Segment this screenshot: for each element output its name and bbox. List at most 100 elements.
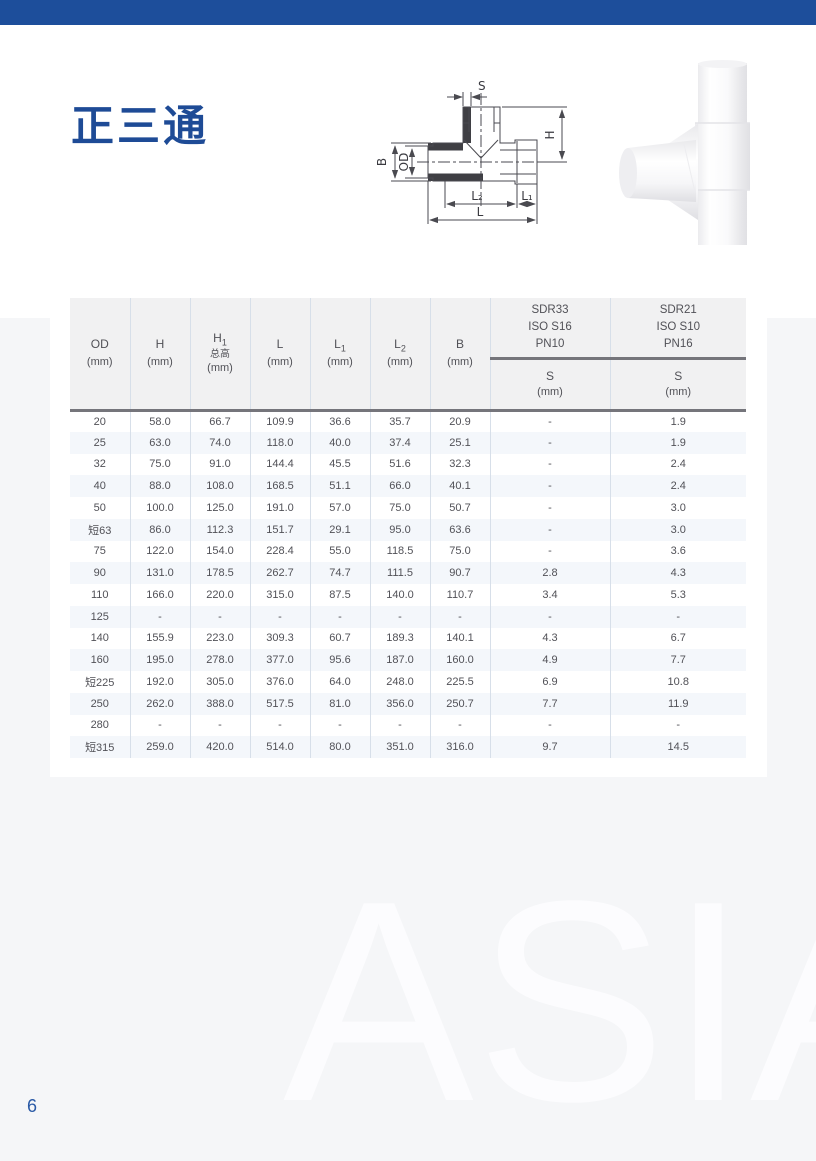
dim-label-s: S xyxy=(478,79,486,93)
table-cell: 316.0 xyxy=(429,736,490,758)
col-header-l2: L2 (mm) xyxy=(369,298,430,412)
table-cell: 160 xyxy=(90,654,109,667)
table-cell: 74.0 xyxy=(189,431,250,454)
table-cell: 517.5 xyxy=(249,692,310,715)
table-cell: 4.3 xyxy=(609,562,746,584)
table-cell: - xyxy=(429,605,490,628)
table-cell: 140.0 xyxy=(369,584,430,606)
table-cell: 118.5 xyxy=(369,540,430,563)
table-cell: 2.4 xyxy=(609,475,746,497)
table-cell: 20 xyxy=(93,415,106,428)
table-cell: 109.9 xyxy=(249,410,310,432)
table-cell: 87.5 xyxy=(309,584,370,606)
table-cell: 7.7 xyxy=(609,649,746,671)
col-header-h: H (mm) xyxy=(129,298,190,412)
table-row: 50 100.0 125.0 191.0 57.0 75.0 50.7-3.0 xyxy=(70,497,746,519)
table-cell: 278.0 xyxy=(189,649,250,671)
table-cell: 189.3 xyxy=(369,627,430,650)
col-header-l: L (mm) xyxy=(249,298,310,412)
table-cell: 95.6 xyxy=(309,649,370,671)
table-cell: 250.7 xyxy=(429,692,490,715)
table-cell: 223.0 xyxy=(189,627,250,650)
col-header-sdr33: SDR33 ISO S16 PN10 xyxy=(489,298,610,360)
table-cell: 81.0 xyxy=(309,692,370,715)
table-cell: 112.3 xyxy=(189,518,250,541)
table-cell: 37.4 xyxy=(369,431,430,454)
table-cell: 420.0 xyxy=(189,736,250,758)
table-cell: 40.0 xyxy=(309,431,370,454)
table-cell: 228.4 xyxy=(249,540,310,563)
table-cell: 305.0 xyxy=(189,671,250,693)
table-cell: 29.1 xyxy=(309,518,370,541)
table-cell: 131.0 xyxy=(129,562,190,584)
table-cell: - xyxy=(609,714,746,737)
table-cell: 6.7 xyxy=(609,627,746,650)
table-cell: 短225 xyxy=(85,676,115,689)
dim-label-l2: L₂ xyxy=(471,189,483,203)
col-header-l1: L1 (mm) xyxy=(309,298,370,412)
table-cell: 259.0 xyxy=(129,736,190,758)
table-row: 40 88.0 108.0 168.5 51.1 66.0 40.1-2.4 xyxy=(70,475,746,497)
table-row: 140 155.9 223.0 309.3 60.7 189.3 140.1 4.3 6.7 xyxy=(70,627,746,650)
table-row: 短315 259.0 420.0 514.0 80.0 351.0 316.0 9.7 14.5 xyxy=(70,736,746,758)
table-cell: 短315 xyxy=(85,742,115,755)
table-row: 110 166.0 220.0 315.0 87.5 140.0 110.7 3.4 5.3 xyxy=(70,584,746,606)
table-cell: 315.0 xyxy=(249,584,310,606)
dim-label-b: B xyxy=(375,158,389,166)
table-cell: 95.0 xyxy=(369,518,430,541)
table-cell: 140 xyxy=(90,632,109,645)
table-cell: 388.0 xyxy=(189,692,250,715)
table-cell: 短63 xyxy=(88,524,112,537)
table-cell: 514.0 xyxy=(249,736,310,758)
table-cell: 108.0 xyxy=(189,475,250,497)
table-row: 280- - - - - - - - xyxy=(70,714,746,737)
dim-label-l: L xyxy=(477,205,484,219)
table-cell: 63.0 xyxy=(129,431,190,454)
dim-label-l1: L₁ xyxy=(521,189,533,203)
table-cell: 168.5 xyxy=(249,475,310,497)
table-cell: 144.4 xyxy=(249,453,310,476)
table-cell: 118.0 xyxy=(249,431,310,454)
table-cell: 178.5 xyxy=(189,562,250,584)
table-cell: 110.7 xyxy=(429,584,490,606)
page-title: 正三通 xyxy=(71,103,209,151)
table-cell: 25.1 xyxy=(429,431,490,454)
table-cell: 75.0 xyxy=(429,540,490,563)
table-cell: 1.9 xyxy=(609,410,746,432)
dimensions-table: OD (mm) H (mm) H1 总高 (mm) L (mm) L1 xyxy=(70,298,746,758)
table-cell: - xyxy=(129,605,190,628)
table-cell: - xyxy=(129,714,190,737)
table-cell: 25 xyxy=(93,436,106,449)
table-cell: - xyxy=(309,605,370,628)
table-cell: 11.9 xyxy=(609,692,746,715)
table-cell: 187.0 xyxy=(369,649,430,671)
table-cell: 75 xyxy=(93,545,106,558)
table-cell: 125.0 xyxy=(189,497,250,519)
table-cell: 90 xyxy=(93,567,106,580)
table-cell: 74.7 xyxy=(309,562,370,584)
table-cell: 225.5 xyxy=(429,671,490,693)
table-cell: 36.6 xyxy=(309,410,370,432)
table-cell: 32 xyxy=(93,458,106,471)
table-row: 短225 192.0 305.0 376.0 64.0 248.0 225.5 6.9 10.8 xyxy=(70,671,746,693)
table-cell: 7.7 xyxy=(489,692,610,715)
table-cell: 376.0 xyxy=(249,671,310,693)
col-subheader-s-sdr33: S (mm) xyxy=(489,357,610,412)
table-cell: - xyxy=(489,475,610,497)
col-header-od: OD (mm) xyxy=(70,298,130,412)
table-row: 20 58.0 66.7 109.9 36.6 35.7 20.9-1.9 xyxy=(70,410,746,432)
table-cell: 66.7 xyxy=(189,410,250,432)
table-cell: 309.3 xyxy=(249,627,310,650)
table-cell: 80.0 xyxy=(309,736,370,758)
col-header-sdr21: SDR21 ISO S10 PN16 xyxy=(609,298,746,360)
table-cell: 14.5 xyxy=(609,736,746,758)
table-cell: 100.0 xyxy=(129,497,190,519)
dim-label-h: H xyxy=(543,130,557,139)
col-header-h1: H1 总高 (mm) xyxy=(189,298,250,412)
table-cell: 151.7 xyxy=(249,518,310,541)
table-cell: 9.7 xyxy=(489,736,610,758)
table-cell: 75.0 xyxy=(129,453,190,476)
col-header-b: B (mm) xyxy=(429,298,490,412)
table-row: 160 195.0 278.0 377.0 95.6 187.0 160.0 4.9 7.7 xyxy=(70,649,746,671)
table-cell: - xyxy=(309,714,370,737)
